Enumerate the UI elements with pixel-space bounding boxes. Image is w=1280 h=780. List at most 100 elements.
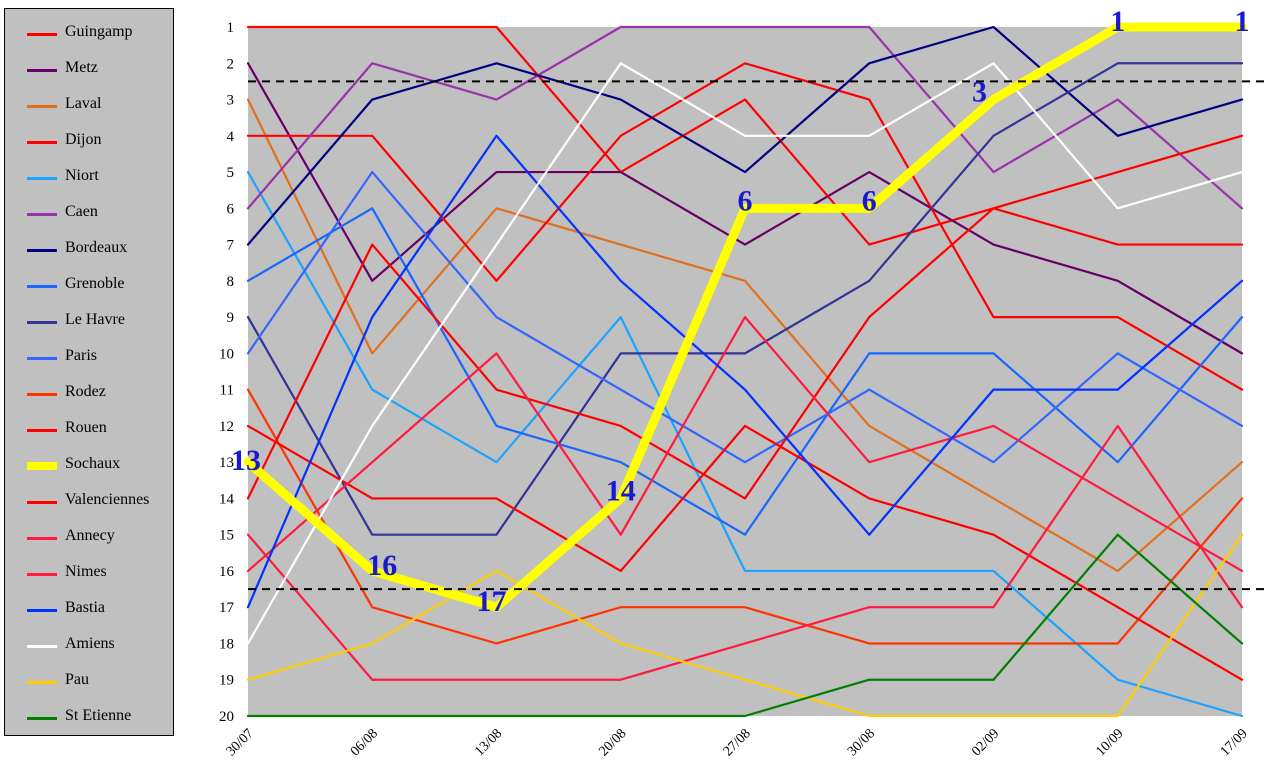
- x-tick-label: 02/09: [969, 726, 1002, 759]
- series-line-laval: [246, 98, 1244, 573]
- series-line-annecy: [246, 424, 1244, 681]
- legend-item: Valenciennes: [5, 485, 173, 521]
- legend-label: Dijon: [65, 131, 102, 148]
- legend-swatch: [27, 213, 57, 216]
- data-label: 1: [1235, 5, 1250, 38]
- data-label: 3: [972, 76, 987, 109]
- legend-item: Laval: [5, 89, 173, 125]
- legend-label: Nimes: [65, 563, 107, 580]
- legend-label: Amiens: [65, 635, 115, 652]
- legend-item: Dijon: [5, 125, 173, 161]
- plot-area: [248, 27, 1242, 716]
- legend-swatch: [27, 609, 57, 612]
- legend-swatch: [27, 321, 57, 324]
- y-tick-label: 1: [227, 20, 235, 36]
- legend-item: Rouen: [5, 413, 173, 449]
- series-line-bordeaux: [246, 25, 1244, 246]
- legend-swatch: [27, 105, 57, 108]
- legend-label: Guingamp: [65, 23, 133, 40]
- y-tick-label: 12: [219, 419, 234, 435]
- y-tick-label: 5: [227, 165, 235, 181]
- legend-label: Bordeaux: [65, 239, 128, 256]
- legend-item: Rodez: [5, 377, 173, 413]
- legend-label: Bastia: [65, 599, 105, 616]
- series-line-guingamp: [246, 25, 1244, 246]
- y-tick-label: 19: [219, 673, 234, 689]
- y-tick-label: 11: [220, 383, 234, 399]
- y-tick-label: 6: [227, 201, 235, 217]
- legend-swatch: [27, 681, 57, 684]
- legend-item: Caen: [5, 197, 173, 233]
- series-line-bastia: [246, 134, 1244, 609]
- legend-label: Paris: [65, 347, 97, 364]
- legend-item: Metz: [5, 53, 173, 89]
- legend-item: Amiens: [5, 629, 173, 665]
- x-tick-label: 20/08: [596, 726, 629, 759]
- legend-item: Bordeaux: [5, 233, 173, 269]
- legend-swatch: [27, 33, 57, 36]
- series-line-caen: [246, 25, 1244, 210]
- x-tick-label: 06/08: [348, 726, 381, 759]
- legend-swatch: [27, 501, 57, 504]
- data-label: 17: [477, 585, 507, 618]
- data-label: 6: [862, 184, 877, 217]
- legend-item: St Etienne: [5, 701, 173, 737]
- data-label: 14: [606, 474, 636, 507]
- legend-swatch: [27, 393, 57, 396]
- y-tick-label: 20: [219, 709, 234, 725]
- series-line-nimes: [246, 316, 1244, 573]
- legend-label: Le Havre: [65, 311, 125, 328]
- legend-item: Le Havre: [5, 305, 173, 341]
- x-tick-label: 30/07: [224, 726, 257, 759]
- x-tick-label: 27/08: [721, 726, 754, 759]
- x-tick-label: 17/09: [1218, 726, 1251, 759]
- legend-label: Metz: [65, 59, 98, 76]
- series-line-grenoble: [246, 207, 1244, 536]
- x-tick-label: 13/08: [472, 726, 505, 759]
- legend-swatch: [27, 462, 57, 470]
- series-line-sochaux: [243, 22, 1247, 612]
- legend-swatch: [27, 177, 57, 180]
- legend-swatch: [27, 141, 57, 144]
- legend-swatch: [27, 69, 57, 72]
- data-label: 13: [231, 444, 261, 477]
- legend-item: Niort: [5, 161, 173, 197]
- series-line-valenciennes: [246, 134, 1244, 500]
- legend-swatch: [27, 537, 57, 540]
- legend-label: St Etienne: [65, 707, 132, 724]
- x-tick-label: 10/09: [1093, 726, 1126, 759]
- legend-swatch: [27, 249, 57, 252]
- chart-legend: Guingamp Metz Laval Dijon Niort Caen Bordeaux G…: [4, 8, 174, 736]
- series-line-pau: [246, 533, 1244, 718]
- y-tick-label: 13: [219, 455, 234, 471]
- series-line-dijon: [246, 62, 1244, 391]
- series-line-metz: [246, 62, 1244, 355]
- y-tick-label: 15: [219, 528, 234, 544]
- legend-item: Bastia: [5, 593, 173, 629]
- legend-item: Pau: [5, 665, 173, 701]
- series-line-amiens: [246, 62, 1244, 645]
- legend-swatch: [27, 573, 57, 576]
- y-tick-label: 10: [219, 346, 234, 362]
- legend-item: Annecy: [5, 521, 173, 557]
- legend-item: Grenoble: [5, 269, 173, 305]
- y-tick-label: 14: [219, 491, 235, 507]
- y-tick-label: 18: [219, 636, 234, 652]
- legend-label: Rouen: [65, 419, 107, 436]
- legend-label: Laval: [65, 95, 102, 112]
- legend-item: Guingamp: [5, 17, 173, 53]
- legend-swatch: [27, 357, 57, 360]
- series-line-st-etienne: [246, 533, 1244, 718]
- legend-item: Sochaux: [5, 449, 173, 485]
- legend-label: Niort: [65, 167, 99, 184]
- legend-swatch: [27, 645, 57, 648]
- y-tick-label: 7: [227, 238, 235, 254]
- legend-label: Pau: [65, 671, 89, 688]
- y-tick-label: 8: [227, 274, 235, 290]
- y-tick-label: 17: [219, 600, 235, 616]
- legend-label: Grenoble: [65, 275, 125, 292]
- y-tick-label: 9: [227, 310, 235, 326]
- y-tick-label: 2: [227, 56, 235, 72]
- data-label: 6: [738, 184, 753, 217]
